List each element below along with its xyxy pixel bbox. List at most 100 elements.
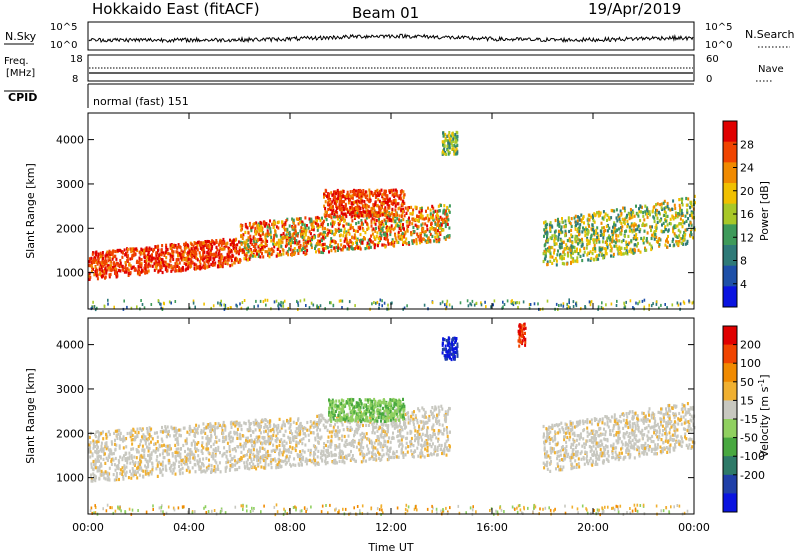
power-echo-cell [132,254,135,258]
power-echo-cell [333,246,336,251]
velocity-echo-cell [316,433,319,438]
power-echo-cell [403,235,406,239]
power-echo-cell [162,251,164,255]
velocity-echo-cell [294,430,297,434]
velocity-echo-cell [362,459,365,463]
power-echo-cell [577,242,579,246]
power-echo-cell [270,247,273,251]
power-echo-cell [224,306,227,310]
power-echo-cell [642,214,645,218]
velocity-echo-cell [265,451,268,455]
velocity-echo-cell [171,454,174,458]
velocity-echo-cell [281,424,284,428]
power-echo-cell [559,231,562,235]
velocity-echo-cell [139,427,142,431]
velocity-echo-cell [678,504,681,508]
power-echo-cell [674,206,677,211]
power-echo-cell [400,214,403,219]
power-echo-cell [626,219,629,223]
velocity-echo-cell [150,456,153,460]
power-echo-cell [264,233,267,237]
power-echo-cell [561,217,563,221]
power-echo-cell [316,304,318,308]
velocity-echo-cell [343,461,346,465]
velocity-echo-cell [131,467,134,471]
power-echo-cell [578,216,581,220]
power-echo-cell [379,189,381,193]
power-echo-cell [385,201,387,205]
power-echo-cell [140,262,143,266]
velocity-echo-cell [599,513,601,517]
power-echo-cell [630,216,633,220]
power-echo-cell [448,131,451,135]
power-echo-cell [584,305,586,309]
power-echo-cell [586,242,589,246]
power-echo-cell [589,258,592,262]
power-echo-cell [432,213,434,217]
velocity-echo-cell [144,458,147,462]
power-echo-cell [307,240,309,244]
power-echo-cell [107,264,110,268]
power-echo-cell [400,219,403,223]
velocity-echo-cell [382,422,385,426]
power-echo-cell [99,255,102,259]
velocity-echo-cell [300,438,303,442]
power-echo-cell [420,223,423,227]
velocity-echo-cell [553,509,555,513]
power-echo-cell [260,221,263,225]
velocity-echo-cell [577,511,579,515]
power-echo-cell [295,239,298,243]
power-echo-cell [385,235,388,240]
velocity-echo-cell [252,452,255,456]
velocity-echo-cell [173,462,176,466]
power-echo-cell [578,226,581,230]
velocity-echo-cell [150,435,153,439]
velocity-echo-cell [196,442,199,446]
velocity-echo-cell [194,441,197,445]
velocity-echo-cell [380,457,383,461]
power-echo-cell [581,258,584,263]
power-echo-cell [238,240,240,244]
power-echo-cell [611,238,614,243]
power-echo-cell [402,223,404,227]
velocity-echo-cell [141,448,144,452]
power-echo-cell [430,222,432,227]
power-echo-cell [320,232,323,236]
power-echo-cell [591,228,594,232]
velocity-echo-cell [263,504,265,508]
velocity-echo-cell [177,506,180,510]
velocity-echo-cell [121,470,124,474]
velocity-echo-cell [182,443,185,448]
power-echo-cell [601,301,603,305]
power-echo-cell [349,194,352,198]
velocity-echo-cell [122,469,125,473]
velocity-echo-cell [395,424,398,428]
power-echo-cell [578,229,581,233]
velocity-echo-cell [514,507,516,511]
power-echo-cell [220,299,222,303]
velocity-echo-cell [392,420,395,424]
power-echo-cell [422,230,425,234]
power-echo-cell [443,217,446,221]
power-echo-cell [302,232,305,236]
power-echo-cell [383,211,386,215]
velocity-echo-cell [245,504,248,508]
velocity-echo-cell [317,436,320,440]
power-echo-cell [450,141,453,145]
velocity-echo-cell [218,423,221,427]
power-echo-cell [484,300,486,304]
power-echo-cell [131,256,133,261]
power-echo-cell [598,240,601,244]
power-echo-cell [227,250,230,254]
power-echo-cell [378,228,381,232]
power-echo-cell [362,189,365,193]
velocity-echo-cell [238,424,241,428]
velocity-echo-cell [428,453,430,457]
velocity-echo-cell [411,411,414,415]
power-echo-cell [634,228,637,232]
power-echo-cell [629,299,632,303]
power-echo-cell [551,255,554,259]
power-echo-cell [143,249,146,253]
power-echo-cell [613,226,616,230]
power-echo-cell [143,259,146,263]
